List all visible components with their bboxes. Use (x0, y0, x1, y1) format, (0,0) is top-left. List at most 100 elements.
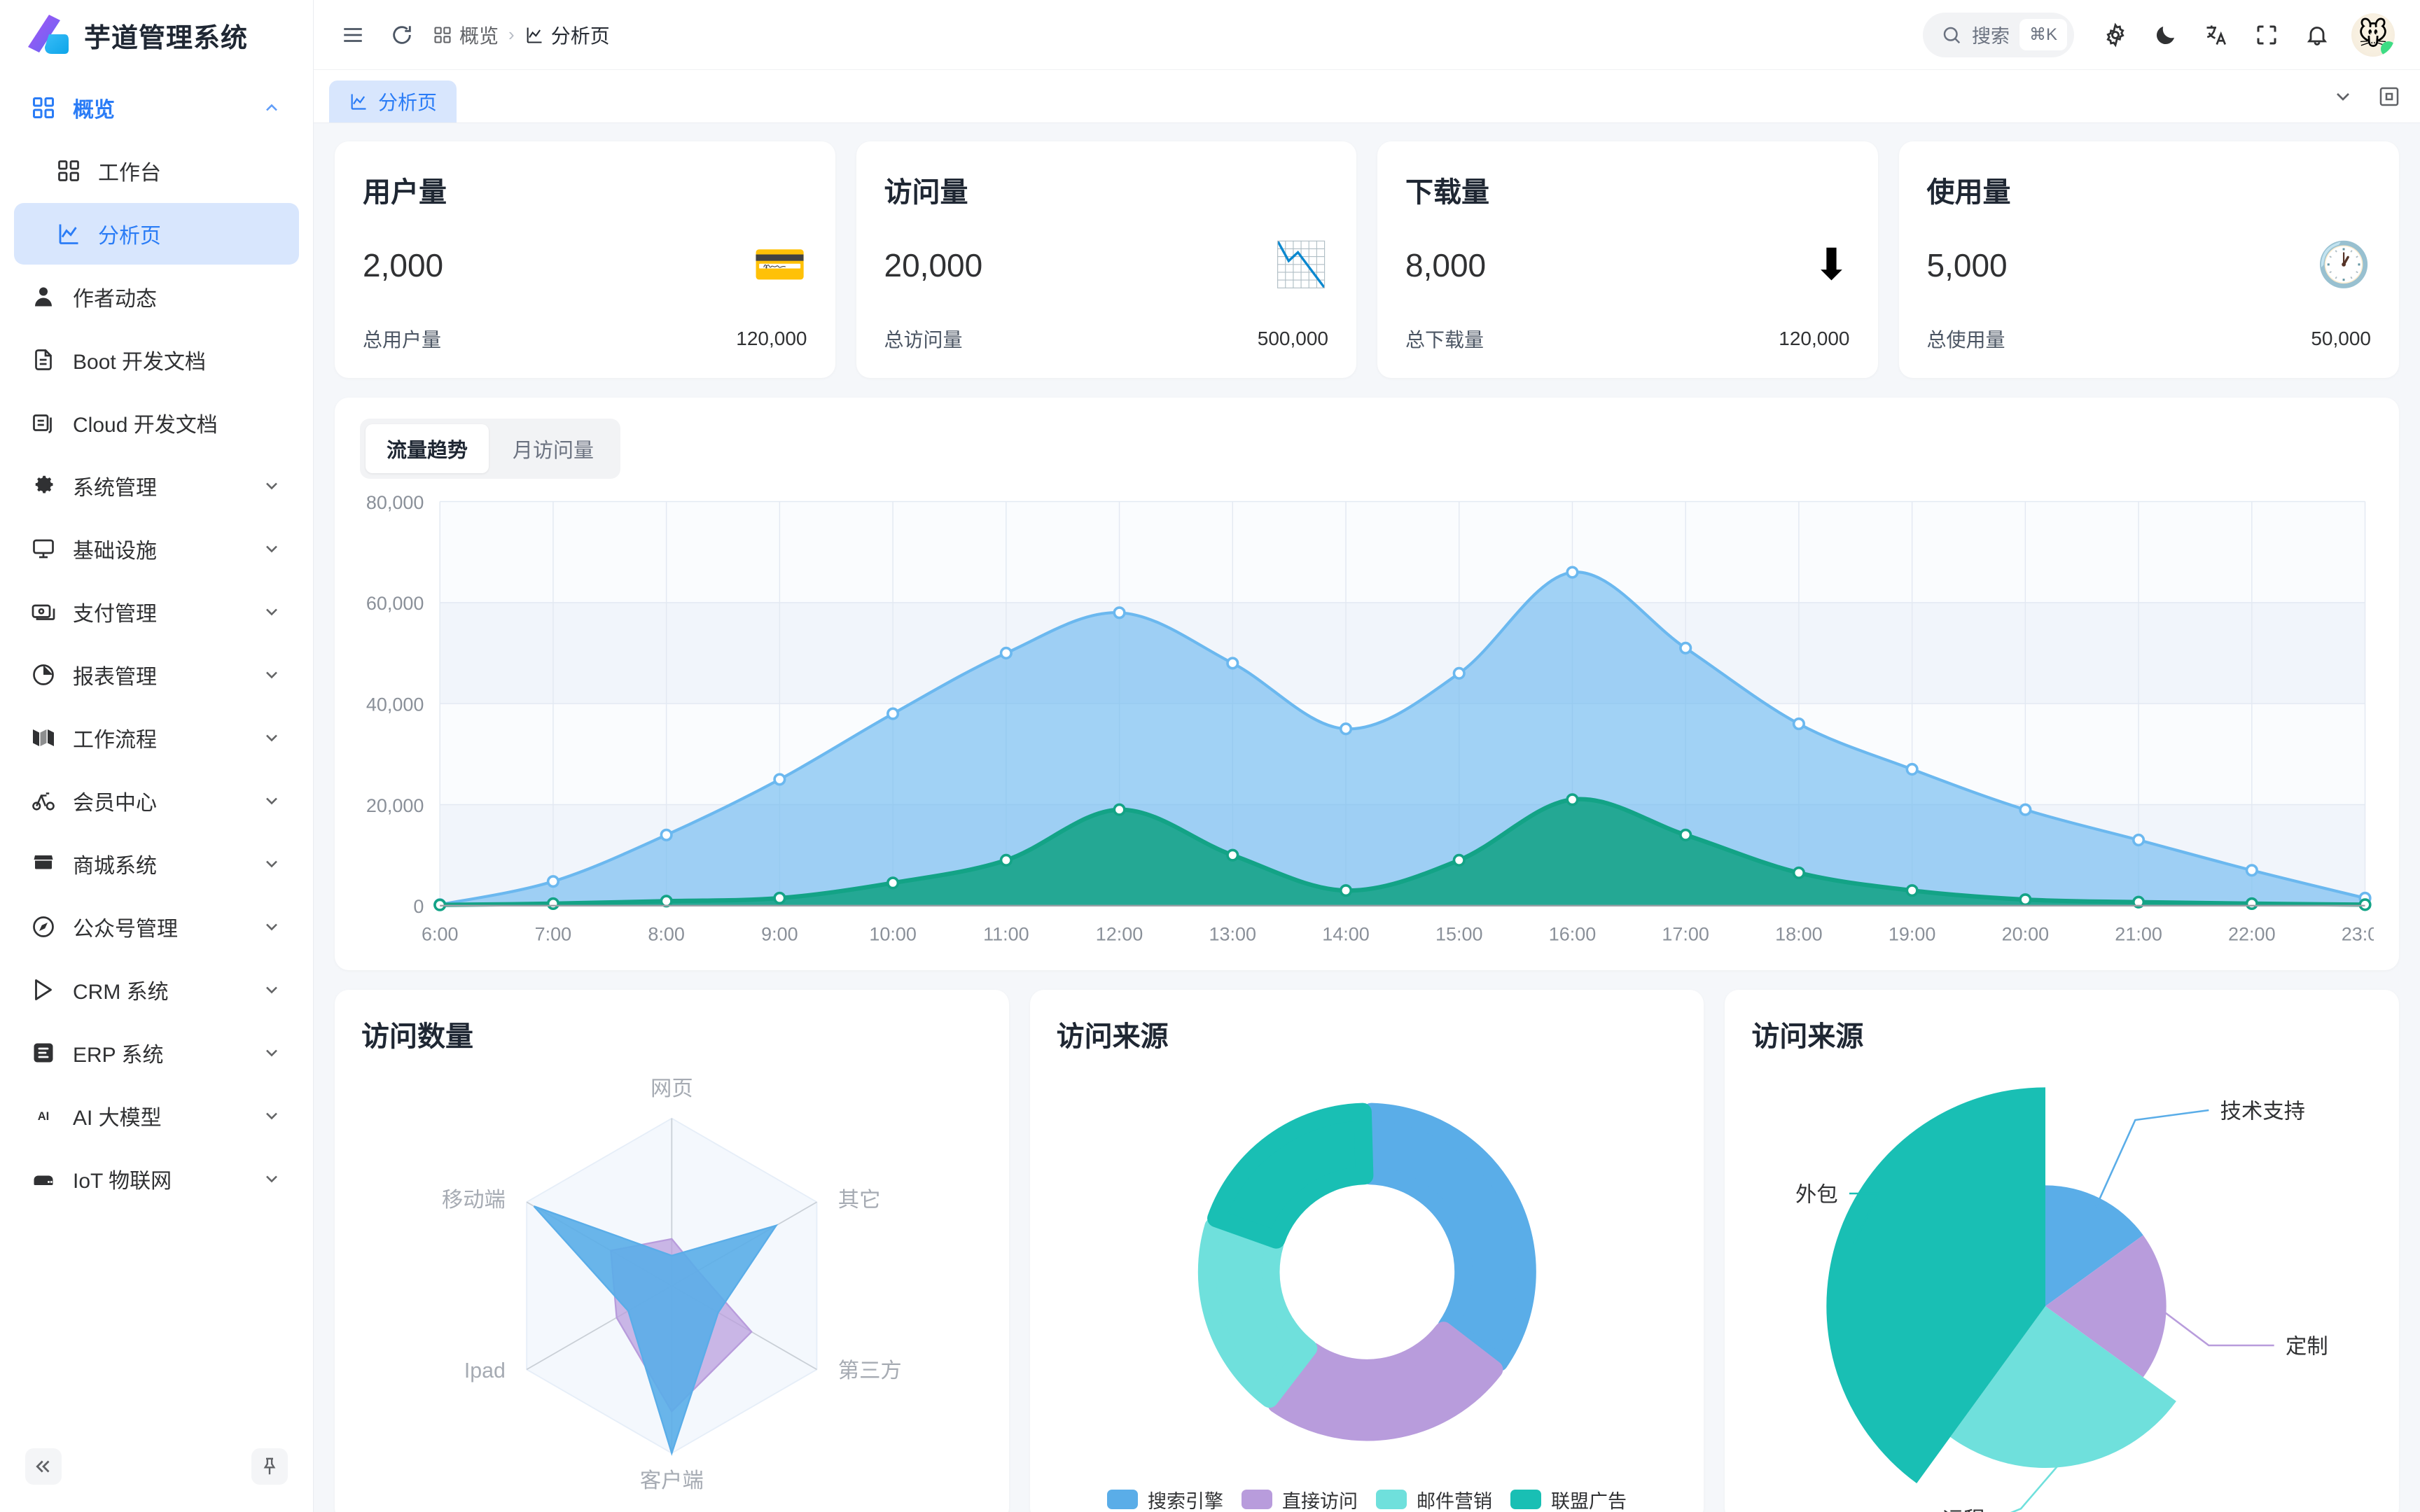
sidebar-item-analysis[interactable]: 分析页 (14, 203, 299, 265)
svg-text:Ipad: Ipad (464, 1359, 506, 1382)
settings-button[interactable] (2094, 13, 2137, 57)
sidebar-item-overview[interactable]: 概览 (14, 77, 299, 139)
chevron-down-icon (261, 790, 282, 811)
brand[interactable]: 芋道管理系统 (0, 0, 313, 70)
chevron-down-icon (261, 979, 282, 1000)
panel-title: 访问来源 (1056, 1021, 1169, 1052)
stat-footer-value: 120,000 (736, 328, 807, 349)
sidebar-item-label: 基础设施 (73, 540, 157, 563)
legend-item[interactable]: 邮件营销 (1375, 1486, 1492, 1512)
stat-footer-label: 总使用量 (1926, 329, 2005, 351)
tab-fullscreen-button[interactable] (2374, 81, 2405, 112)
legend-item[interactable]: 直接访问 (1241, 1486, 1358, 1512)
sidebar-item-crm-system[interactable]: CRM 系统 (14, 959, 299, 1021)
trend-tab-monthly[interactable]: 月访问量 (513, 440, 594, 462)
chevron-down-icon (261, 1105, 282, 1126)
sidebar-item-mall-system[interactable]: 商城系统 (14, 833, 299, 895)
search-placeholder: 搜索 (1971, 26, 2010, 47)
fullscreen-button[interactable] (2245, 13, 2288, 57)
sidebar-item-report-management[interactable]: 报表管理 (14, 644, 299, 706)
sidebar-item-erp-system[interactable]: ERP 系统 (14, 1022, 299, 1084)
svg-text:19:00: 19:00 (1889, 924, 1936, 945)
svg-text:17:00: 17:00 (1662, 924, 1709, 945)
download-icon: ⬇ (1813, 241, 1850, 289)
breadcrumb-item-overview[interactable]: 概览 (433, 21, 499, 49)
sidebar-item-label: 概览 (73, 99, 115, 122)
legend-swatch (1106, 1490, 1138, 1510)
moon-icon (2153, 22, 2178, 48)
svg-text:客户端: 客户端 (640, 1469, 704, 1492)
notifications-button[interactable] (2295, 13, 2339, 57)
stat-footer-label: 总下载量 (1405, 329, 1484, 351)
svg-text:21:00: 21:00 (2115, 924, 2162, 945)
sidebar-item-ai-model[interactable]: AI AI 大模型 (14, 1085, 299, 1147)
fullscreen-icon (2254, 22, 2279, 48)
stat-footer-value: 500,000 (1257, 328, 1328, 349)
collapse-sidebar-button[interactable] (25, 1448, 62, 1485)
sidebar-item-payment-management[interactable]: 支付管理 (14, 581, 299, 643)
hamburger-icon[interactable] (335, 17, 371, 53)
svg-text:60,000: 60,000 (366, 593, 424, 614)
sidebar-item-label: 支付管理 (73, 603, 157, 626)
sidebar-item-infrastructure[interactable]: 基础设施 (14, 518, 299, 580)
panel-title: 访问来源 (1751, 1021, 1864, 1052)
sidebar-item-iot[interactable]: IoT 物联网 (14, 1148, 299, 1210)
sidebar-item-official-account[interactable]: 公众号管理 (14, 896, 299, 958)
bell-icon (2304, 22, 2330, 48)
legend-swatch (1241, 1490, 1272, 1510)
sidebar-item-label: 公众号管理 (73, 918, 178, 941)
chevron-down-icon (261, 664, 282, 685)
svg-text:16:00: 16:00 (1549, 924, 1597, 945)
svg-text:远程: 远程 (1942, 1508, 1985, 1512)
language-button[interactable] (2195, 13, 2238, 57)
sidebar-item-cloud-docs[interactable]: Cloud 开发文档 (14, 392, 299, 454)
refresh-icon[interactable] (384, 17, 420, 53)
monitor-icon (29, 535, 57, 563)
legend-item[interactable]: 搜索引擎 (1106, 1486, 1223, 1512)
main-area: 概览 › 分析页 搜索 ⌘K (314, 0, 2420, 1512)
breadcrumb-item-analysis[interactable]: 分析页 (524, 21, 610, 49)
svg-text:技术支持: 技术支持 (2220, 1100, 2305, 1124)
pin-sidebar-button[interactable] (251, 1448, 288, 1485)
breadcrumb-label: 分析页 (550, 24, 610, 47)
tab-dropdown-button[interactable] (2328, 81, 2358, 112)
stat-footer-value: 50,000 (2311, 328, 2371, 349)
erp-icon (29, 1039, 57, 1067)
sidebar-item-author-news[interactable]: 作者动态 (14, 266, 299, 328)
search-input[interactable]: 搜索 ⌘K (1922, 12, 2074, 57)
sidebar-item-workflow[interactable]: 工作流程 (14, 707, 299, 769)
sidebar-item-system-management[interactable]: 系统管理 (14, 455, 299, 517)
grid-icon (433, 25, 452, 45)
sidebar-item-label: IoT 物联网 (73, 1170, 172, 1193)
ai-icon: AI (29, 1102, 57, 1130)
gear-icon (2103, 22, 2128, 48)
svg-text:移动端: 移动端 (442, 1188, 506, 1212)
svg-text:外包: 外包 (1795, 1183, 1838, 1207)
sidebar-item-label: CRM 系统 (73, 981, 169, 1004)
chevron-down-icon (261, 538, 282, 559)
tab-analysis[interactable]: 分析页 (329, 80, 457, 122)
sidebar-item-member-center[interactable]: 会员中心 (14, 770, 299, 832)
collapse-icon (33, 1456, 54, 1477)
svg-text:9:00: 9:00 (761, 924, 798, 945)
dark-mode-button[interactable] (2144, 13, 2188, 57)
trend-tab-traffic[interactable]: 流量趋势 (366, 424, 489, 473)
grid-icon (55, 157, 83, 185)
status-badge (2381, 41, 2395, 57)
sidebar-item-workbench[interactable]: 工作台 (14, 140, 299, 202)
panel-source-pie: 访问来源 技术支持定制远程 外包 (1725, 990, 2399, 1512)
stat-footer-label: 总访问量 (884, 329, 963, 351)
sidebar-item-boot-docs[interactable]: Boot 开发文档 (14, 329, 299, 391)
legend-item[interactable]: 联盟广告 (1510, 1486, 1627, 1512)
credit-card-icon: 💳 (753, 241, 807, 289)
chevron-down-icon (2332, 85, 2354, 108)
sidebar-nav: 概览 工作台 分析页 作者动态 (0, 70, 313, 1435)
svg-text:8:00: 8:00 (648, 924, 685, 945)
stat-title: 下载量 (1405, 177, 1489, 208)
svg-text:12:00: 12:00 (1096, 924, 1143, 945)
avatar[interactable]: 🐭 (2351, 13, 2395, 57)
chart-line-icon (524, 25, 544, 45)
breadcrumb-separator: › (508, 24, 515, 45)
